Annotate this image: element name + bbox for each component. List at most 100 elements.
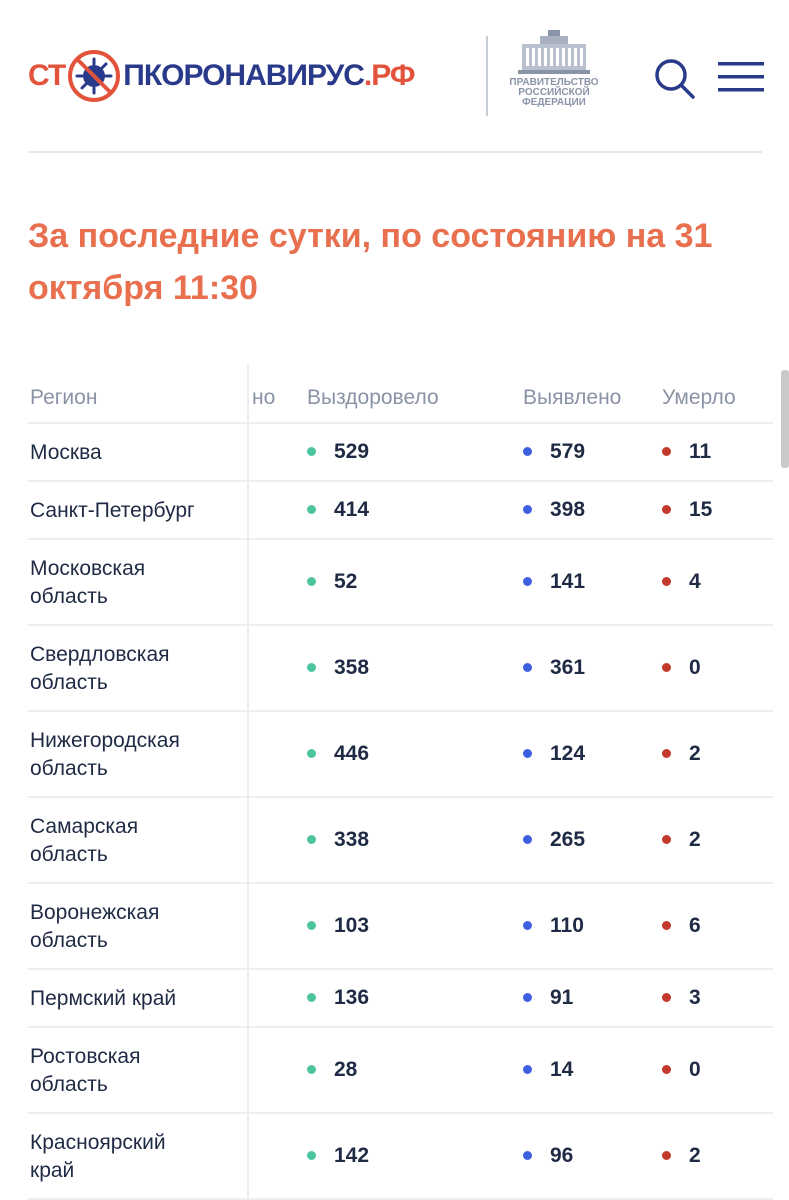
recovered-value: 52 bbox=[334, 570, 358, 593]
table-row[interactable]: Московская область 52 141 4 bbox=[28, 540, 773, 626]
recovered-value: 338 bbox=[334, 828, 370, 851]
died-value: 2 bbox=[689, 1144, 701, 1167]
table-body: Москва 529 579 11 Санкт-Петербург 414 398 15 Мос… bbox=[28, 424, 773, 1200]
detected-value: 141 bbox=[550, 570, 586, 593]
horizontal-scrollbar[interactable] bbox=[781, 370, 789, 468]
died-value: 0 bbox=[689, 656, 701, 679]
detected-value: 110 bbox=[550, 914, 584, 937]
detected-dot-icon bbox=[523, 993, 532, 1002]
recovered-dot-icon bbox=[307, 835, 316, 844]
region-name: Самарская область bbox=[30, 815, 139, 866]
table-row[interactable]: Самарская область 338 265 2 bbox=[28, 798, 773, 884]
column-header-region[interactable]: Регион bbox=[30, 386, 98, 409]
recovered-dot-icon bbox=[307, 577, 316, 586]
region-name: Московская область bbox=[30, 557, 146, 608]
recovered-value: 136 bbox=[334, 986, 370, 1009]
recovered-value: 142 bbox=[334, 1144, 370, 1167]
died-dot-icon bbox=[662, 993, 671, 1002]
column-header-recovered[interactable]: Выздоровело bbox=[307, 386, 439, 409]
sticky-column-divider bbox=[247, 364, 249, 1200]
column-header-hidden[interactable]: но bbox=[252, 386, 276, 409]
logo-text-right: ПКОРОНАВИРУС.РФ bbox=[123, 59, 415, 92]
detected-dot-icon bbox=[523, 1151, 532, 1160]
government-building-icon bbox=[518, 30, 590, 74]
table-row[interactable]: Москва 529 579 11 bbox=[28, 424, 773, 482]
recovered-value: 529 bbox=[334, 440, 370, 463]
recovered-value: 28 bbox=[334, 1058, 358, 1081]
died-dot-icon bbox=[662, 505, 671, 514]
detected-value: 91 bbox=[550, 986, 574, 1009]
detected-value: 96 bbox=[550, 1144, 574, 1167]
recovered-dot-icon bbox=[307, 1065, 316, 1074]
detected-dot-icon bbox=[523, 921, 532, 930]
region-name: Ростовская область bbox=[30, 1045, 141, 1096]
died-dot-icon bbox=[662, 749, 671, 758]
logo-text-left: СТ bbox=[28, 59, 66, 92]
died-dot-icon bbox=[662, 577, 671, 586]
region-name: Воронежская область bbox=[30, 901, 160, 952]
detected-value: 265 bbox=[550, 828, 586, 851]
detected-value: 579 bbox=[550, 440, 586, 463]
table-row[interactable]: Санкт-Петербург 414 398 15 bbox=[28, 482, 773, 540]
detected-value: 398 bbox=[550, 498, 586, 521]
regions-table: Регион но Выздоровело Выявлено Умерло Мо… bbox=[28, 370, 773, 1200]
region-name: Москва bbox=[30, 441, 102, 464]
detected-dot-icon bbox=[523, 505, 532, 514]
recovered-dot-icon bbox=[307, 505, 316, 514]
detected-dot-icon bbox=[523, 663, 532, 672]
died-dot-icon bbox=[662, 447, 671, 456]
site-header: СТ ПКОРОНАВИРУС.РФ bbox=[28, 30, 764, 122]
search-button[interactable] bbox=[654, 58, 696, 100]
died-value: 11 bbox=[689, 440, 712, 463]
recovered-value: 103 bbox=[334, 914, 370, 937]
table-row[interactable]: Свердловская область 358 361 0 bbox=[28, 626, 773, 712]
recovered-dot-icon bbox=[307, 663, 316, 672]
menu-button[interactable] bbox=[718, 60, 764, 94]
detected-dot-icon bbox=[523, 835, 532, 844]
table-row[interactable]: Пермский край 136 91 3 bbox=[28, 970, 773, 1028]
region-name: Нижегородская область bbox=[30, 729, 180, 780]
table-header: Регион но Выздоровело Выявлено Умерло bbox=[28, 370, 773, 424]
region-name: Свердловская область bbox=[30, 643, 170, 694]
died-value: 2 bbox=[689, 828, 701, 851]
recovered-dot-icon bbox=[307, 1151, 316, 1160]
government-emblem[interactable]: ПРАВИТЕЛЬСТВО РОССИЙСКОЙ ФЕДЕРАЦИИ bbox=[504, 30, 604, 114]
table-row[interactable]: Нижегородская область 446 124 2 bbox=[28, 712, 773, 798]
recovered-value: 446 bbox=[334, 742, 370, 765]
recovered-dot-icon bbox=[307, 993, 316, 1002]
table-row[interactable]: Воронежская область 103 110 6 bbox=[28, 884, 773, 970]
recovered-dot-icon bbox=[307, 921, 316, 930]
region-name: Красноярский край bbox=[30, 1131, 166, 1182]
died-value: 15 bbox=[689, 498, 713, 521]
detected-dot-icon bbox=[523, 1065, 532, 1074]
died-dot-icon bbox=[662, 663, 671, 672]
died-dot-icon bbox=[662, 1065, 671, 1074]
died-dot-icon bbox=[662, 835, 671, 844]
column-header-died[interactable]: Умерло bbox=[662, 386, 736, 409]
detected-dot-icon bbox=[523, 447, 532, 456]
detected-value: 361 bbox=[550, 656, 586, 679]
header-separator bbox=[28, 151, 762, 153]
detected-value: 124 bbox=[550, 742, 586, 765]
column-header-detected[interactable]: Выявлено bbox=[523, 386, 622, 409]
recovered-value: 358 bbox=[334, 656, 370, 679]
region-name: Пермский край bbox=[30, 987, 177, 1010]
died-value: 3 bbox=[689, 986, 701, 1009]
table-row[interactable]: Ростовская область 28 14 0 bbox=[28, 1028, 773, 1114]
search-icon bbox=[655, 59, 695, 99]
crossed-virus-icon bbox=[68, 50, 121, 102]
table-row[interactable]: Красноярский край 142 96 2 bbox=[28, 1114, 773, 1200]
detected-value: 14 bbox=[550, 1058, 574, 1081]
hamburger-menu-icon bbox=[718, 62, 764, 92]
died-value: 4 bbox=[689, 570, 701, 593]
header-divider bbox=[486, 36, 488, 116]
detected-dot-icon bbox=[523, 577, 532, 586]
recovered-value: 414 bbox=[334, 498, 370, 521]
page-title: За последние сутки, по состоянию на 31 о… bbox=[28, 217, 713, 307]
detected-dot-icon bbox=[523, 749, 532, 758]
died-dot-icon bbox=[662, 921, 671, 930]
recovered-dot-icon bbox=[307, 447, 316, 456]
government-label: ПРАВИТЕЛЬСТВО РОССИЙСКОЙ ФЕДЕРАЦИИ bbox=[509, 77, 599, 108]
died-dot-icon bbox=[662, 1151, 671, 1160]
site-logo[interactable]: СТ ПКОРОНАВИРУС.РФ bbox=[28, 48, 415, 104]
